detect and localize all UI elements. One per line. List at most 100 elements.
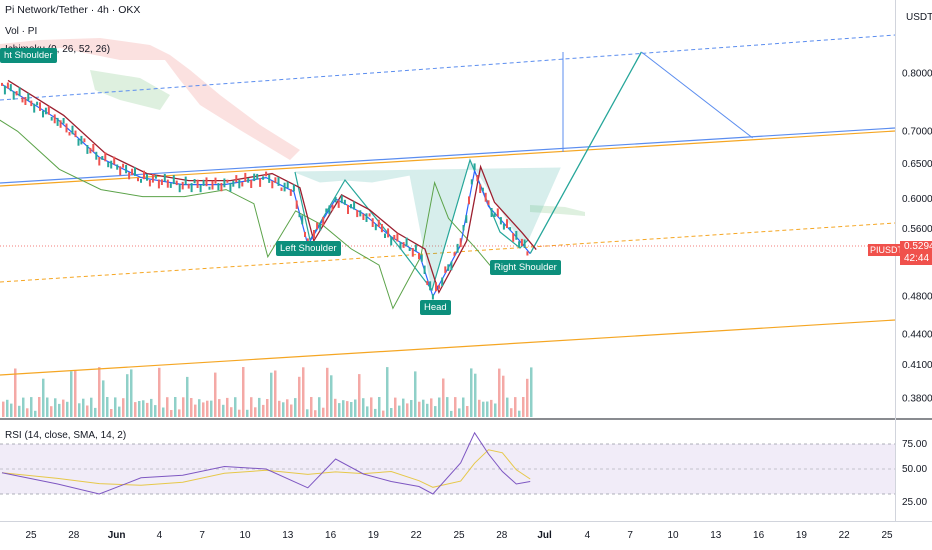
price-candle [484,192,487,202]
volume-bar [186,376,189,417]
volume-bar [166,397,169,417]
price-candle [506,219,508,228]
price-candle [44,107,47,115]
price-candle [148,179,151,187]
price-candle [36,101,39,106]
price-candle [371,218,374,227]
price-candle [193,179,196,184]
time-tick-label: 10 [667,530,679,541]
volume-bar [206,400,209,417]
volume-bar [110,409,113,417]
volume-bar [522,397,525,417]
price-candle [523,239,526,248]
price-countdown: 42:44 [904,253,930,264]
time-tick-label: 25 [453,530,465,541]
price-candle [217,183,220,191]
volume-bar [22,397,25,417]
price-candle [223,178,226,188]
price-tag: 0.5294 42:44 [900,241,932,265]
volume-bar [126,374,129,417]
price-candle [253,173,256,182]
volume-bar [282,402,285,417]
volume-bar [414,371,417,417]
volume-label: Vol · PI [5,26,38,37]
price-candle [74,130,77,138]
price-value: 0.5294 [904,241,932,252]
price-candle [301,215,304,225]
volume-bar [190,398,193,417]
volume-bar [74,370,77,417]
price-candle [190,183,193,193]
price-candle [526,251,529,256]
volume-bar [502,375,505,417]
volume-bar [86,405,89,417]
support-orange-low [0,319,896,376]
volume-bar [526,378,529,417]
price-candle [286,181,289,188]
price-candle [487,200,490,205]
price-tick-label: 0.6000 [902,194,932,205]
volume-bar [182,397,185,417]
price-candle [353,201,356,210]
volume-bar [10,403,13,417]
volume-bar [330,375,333,417]
time-tick-label: 25 [881,530,893,541]
price-candle [277,177,280,186]
volume-bar [410,400,413,417]
volume-bar [442,378,445,417]
price-candle [399,242,402,250]
price-candle [481,187,484,191]
volume-bar [154,405,157,417]
price-candle [256,173,259,180]
volume-bar [438,397,441,417]
volume-bar [2,401,5,417]
volume-bar [246,409,249,417]
price-candle [431,294,434,300]
base-line [7,79,537,295]
price-candle [220,183,223,192]
price-candle [368,213,371,217]
price-candle [15,91,18,96]
price-candle [113,156,116,165]
price-candle [137,177,139,182]
price-candle [259,178,262,187]
price-candle [334,196,337,203]
volume-bar [218,399,221,417]
price-candle [447,264,450,271]
volume-bar [134,402,137,417]
price-candle [450,261,453,271]
projection-path [529,51,642,254]
volume-bar [514,397,517,417]
price-candle [208,186,211,190]
price-candle [331,204,334,211]
price-candle [420,254,423,262]
ichimoku-cloud-bull [90,70,170,110]
price-candle [12,91,15,100]
volume-bar [386,367,389,417]
price-candle [229,182,232,192]
price-candle [502,223,505,230]
volume-bar [290,404,293,417]
price-candle [175,180,178,186]
time-tick-label: 16 [753,530,765,541]
price-candle [423,265,426,274]
price-tick-label: 0.8000 [902,68,932,79]
volume-bar [494,403,497,417]
price-candles [1,82,529,300]
price-candle [304,231,306,237]
projection-arrow [641,51,753,139]
price-candle [365,213,368,222]
price-candle [509,227,512,231]
price-candle [515,231,518,240]
volume-bar [490,399,493,417]
price-candle [202,179,205,186]
volume-bar [418,401,421,417]
volume-bar [118,406,121,417]
time-tick-label: 13 [710,530,722,541]
price-candle [89,147,92,154]
price-candle [405,237,408,247]
volume-bar [66,401,69,417]
volume-bar [362,398,365,417]
price-tick-label: 0.5600 [902,224,932,235]
badge-right-shoulder: Right Shoulder [490,260,561,275]
